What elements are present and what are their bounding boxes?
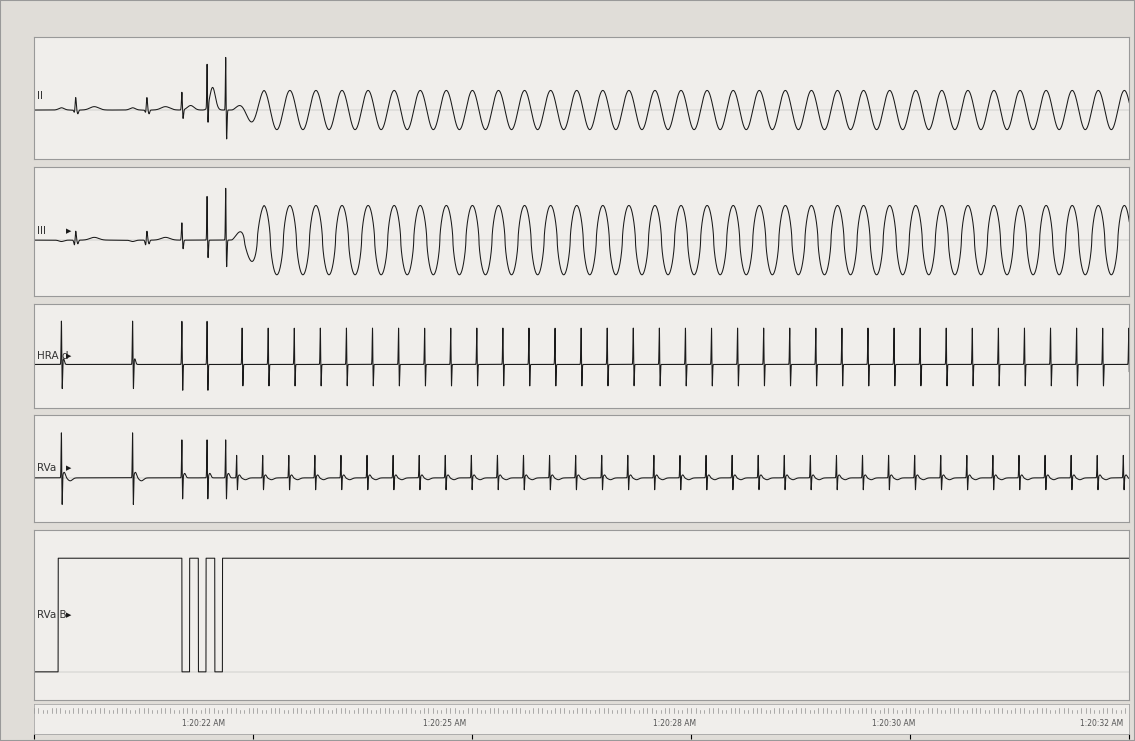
Text: HRA d: HRA d: [37, 350, 69, 361]
Text: 1:20:28 AM: 1:20:28 AM: [654, 720, 697, 728]
Text: ▶: ▶: [66, 612, 72, 618]
Text: ▶: ▶: [66, 228, 72, 234]
Text: RVa: RVa: [37, 463, 57, 473]
Text: 1:20:25 AM: 1:20:25 AM: [423, 720, 466, 728]
Text: II: II: [37, 91, 43, 102]
Text: ▶: ▶: [66, 465, 72, 471]
Text: 1:20:30 AM: 1:20:30 AM: [872, 720, 916, 728]
Text: 1:20:22 AM: 1:20:22 AM: [183, 720, 226, 728]
Text: III: III: [37, 226, 47, 236]
Text: 1:20:32 AM: 1:20:32 AM: [1081, 720, 1124, 728]
Text: RVa B: RVa B: [37, 610, 67, 620]
Text: ▶: ▶: [66, 353, 72, 359]
